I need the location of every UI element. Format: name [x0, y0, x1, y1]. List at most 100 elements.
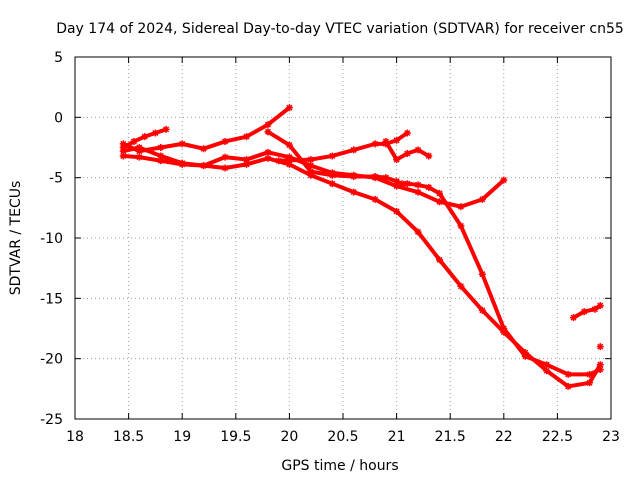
x-tick-label: 21.5: [435, 429, 466, 445]
data-point: [403, 180, 411, 188]
data-point: [371, 140, 379, 148]
data-point: [119, 140, 127, 148]
data-point: [393, 207, 401, 215]
x-tick-label: 23: [602, 429, 620, 445]
x-tick-label: 19: [173, 429, 191, 445]
x-tick-label: 20: [280, 429, 298, 445]
data-point: [350, 146, 358, 154]
data-point: [435, 189, 443, 197]
data-point: [382, 174, 390, 182]
data-point: [264, 128, 272, 136]
data-point: [264, 154, 272, 162]
data-point: [371, 172, 379, 180]
data-point: [162, 125, 170, 133]
data-point: [403, 150, 411, 158]
data-point: [135, 153, 143, 161]
data-point: [596, 343, 604, 351]
x-tick-label: 20.5: [327, 429, 358, 445]
data-point: [350, 172, 358, 180]
data-point: [178, 140, 186, 148]
x-tick-label: 22.5: [542, 429, 573, 445]
data-point: [393, 136, 401, 144]
data-point: [119, 144, 127, 151]
data-point: [157, 157, 165, 165]
y-tick-label: -15: [40, 291, 63, 307]
data-point: [157, 144, 165, 151]
data-point: [243, 160, 251, 168]
x-tick-label: 21: [388, 429, 406, 445]
plot-frame: [74, 56, 612, 420]
series-track-8: [569, 302, 604, 322]
data-point: [285, 160, 293, 168]
data-point: [307, 168, 315, 176]
chart-title: Day 174 of 2024, Sidereal Day-to-day VTE…: [56, 21, 624, 37]
data-point: [457, 203, 465, 211]
data-point: [328, 180, 336, 188]
data-point: [403, 129, 411, 137]
data-point: [500, 176, 508, 184]
grid: [75, 57, 611, 419]
data-point: [200, 145, 208, 153]
data-point: [398, 180, 406, 188]
data-point: [178, 160, 186, 168]
data-point: [393, 182, 401, 190]
data-point: [382, 137, 390, 145]
data-point: [221, 164, 229, 172]
y-tick-label: -25: [40, 412, 63, 428]
y-tick-label: -5: [49, 171, 63, 187]
data-point: [457, 282, 465, 290]
data-point: [564, 370, 572, 378]
series-line: [121, 153, 603, 389]
x-tick-label: 19.5: [220, 429, 251, 445]
x-tick-label: 18.5: [113, 429, 144, 445]
data-point: [285, 153, 293, 161]
data-point: [307, 171, 315, 179]
data-point: [569, 314, 577, 322]
data-point: [414, 228, 422, 236]
data-point: [119, 152, 127, 160]
data-point: [200, 162, 208, 170]
y-tick-label: 5: [54, 50, 63, 66]
data-point: [478, 306, 486, 314]
data-point: [425, 152, 433, 160]
data-point: [478, 195, 486, 203]
data-point: [151, 129, 159, 137]
data-point: [350, 188, 358, 196]
data-point: [307, 156, 315, 164]
data-point: [285, 104, 293, 112]
data-point: [243, 133, 251, 141]
data-point: [500, 325, 508, 332]
axis-ticks: 18 18.5 19 19.5 20 20.5 21 21.5 22 22.5 23 5 0 -5 -10 -…: [40, 50, 620, 445]
data-point: [543, 361, 551, 369]
series-track-7: [382, 137, 433, 164]
x-tick-label: 22: [495, 429, 513, 445]
data-point: [414, 181, 422, 189]
data-point: [586, 379, 594, 387]
x-axis-label: GPS time / hours: [281, 458, 398, 474]
data-point: [371, 195, 379, 203]
x-tick-label: 18: [66, 429, 84, 445]
data-point: [435, 198, 443, 206]
data-point: [596, 361, 604, 369]
data-point: [457, 222, 465, 230]
data-point: [521, 352, 529, 360]
data-point: [135, 147, 143, 155]
data-point: [435, 256, 443, 264]
data-point: [119, 147, 127, 155]
data-point: [307, 162, 315, 170]
y-tick-label: -20: [40, 352, 63, 368]
data-point: [543, 367, 551, 375]
data-point: [521, 349, 529, 357]
data-point: [135, 144, 143, 151]
data-point: [393, 177, 401, 185]
data-point: [264, 121, 272, 129]
data-point: [580, 308, 588, 316]
series-track-4: [119, 152, 604, 390]
series-line: [121, 105, 292, 154]
y-tick-label: 0: [54, 110, 63, 126]
data-series: [119, 104, 604, 390]
data-point: [425, 183, 433, 191]
data-point: [500, 328, 508, 336]
data-point: [591, 305, 599, 313]
